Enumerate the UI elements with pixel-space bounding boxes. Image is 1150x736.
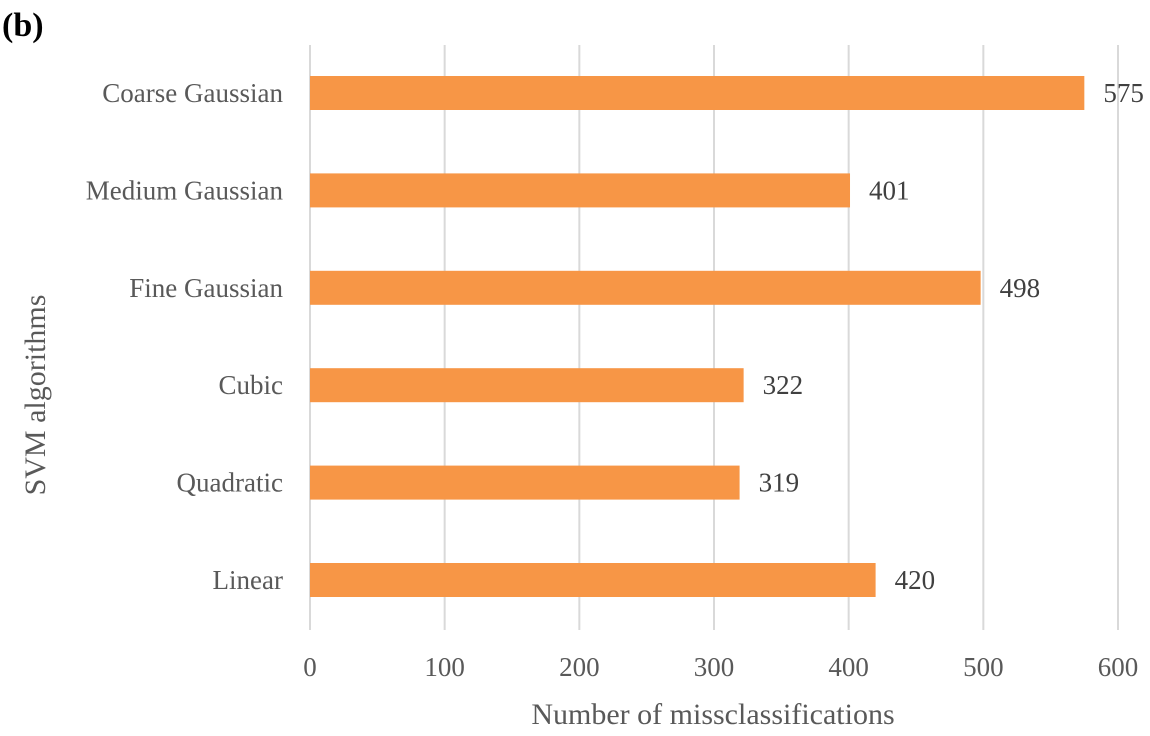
data-labels: 575 401 498 322 319 420 [759,78,1144,595]
category-label: Fine Gaussian [129,273,283,303]
bar [310,76,1085,110]
bar [310,173,851,208]
bar [310,563,876,597]
gridlines [309,45,1119,630]
x-tick-label: 0 [303,652,317,682]
category-label: Quadratic [177,468,283,498]
bars [310,76,1085,597]
x-tick-label: 600 [1098,652,1139,682]
data-label: 401 [869,175,910,205]
x-tick-label: 500 [963,652,1004,682]
category-label: Coarse Gaussian [102,78,283,108]
bar [310,270,981,305]
data-label: 322 [763,370,804,400]
data-label: 420 [895,565,936,595]
data-label: 319 [759,468,800,498]
y-axis-title: SVM algorithms [19,295,52,496]
panel-label: (b) [2,7,44,44]
category-label: Linear [213,565,283,595]
x-tick-label: 100 [424,652,465,682]
x-tick-labels: 0 100 200 300 400 500 600 [303,652,1138,682]
x-tick-label: 200 [559,652,600,682]
data-label: 575 [1103,78,1144,108]
x-tick-label: 400 [828,652,869,682]
category-label: Cubic [219,370,284,400]
x-tick-label: 300 [694,652,735,682]
x-axis-title: Number of missclassifications [531,698,894,731]
category-label: Medium Gaussian [86,175,284,205]
category-labels: Coarse Gaussian Medium Gaussian Fine Gauss… [86,78,284,595]
bar [310,368,744,403]
bar [310,465,740,500]
data-label: 498 [1000,273,1041,303]
